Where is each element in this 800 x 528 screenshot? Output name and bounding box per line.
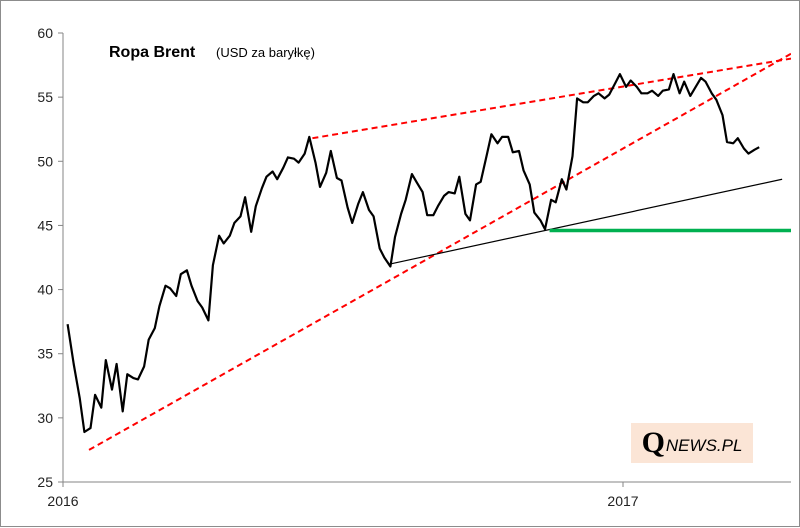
y-tick-label: 45 — [37, 217, 53, 233]
price-line — [66, 72, 760, 434]
x-tick-label: 2017 — [607, 493, 638, 509]
logo-q: Q — [641, 426, 665, 459]
trendline — [88, 52, 791, 451]
trendline — [312, 57, 791, 140]
trendline — [390, 178, 783, 265]
qnews-logo: Q NEWS.PL — [631, 423, 753, 463]
y-tick-label: 35 — [37, 346, 53, 362]
chart-title-main: Ropa Brent — [109, 44, 196, 61]
ticks: 25 30 35 40 45 50 55 60 2016 2017 — [37, 25, 638, 509]
x-tick-label: 2016 — [47, 493, 78, 509]
y-tick-label: 40 — [37, 282, 53, 298]
y-tick-label: 25 — [37, 474, 53, 490]
y-tick-label: 60 — [37, 25, 53, 41]
y-tick-label: 55 — [37, 89, 53, 105]
y-tick-label: 30 — [37, 410, 53, 426]
logo-text: NEWS.PL — [665, 436, 743, 455]
chart-subtitle: (USD za baryłkę) — [216, 45, 315, 60]
trendlines — [88, 52, 791, 451]
chart-title: Ropa Brent (USD za baryłkę) — [109, 44, 315, 61]
y-tick-label: 50 — [37, 153, 53, 169]
axes — [62, 33, 791, 483]
series-layer — [66, 72, 760, 434]
